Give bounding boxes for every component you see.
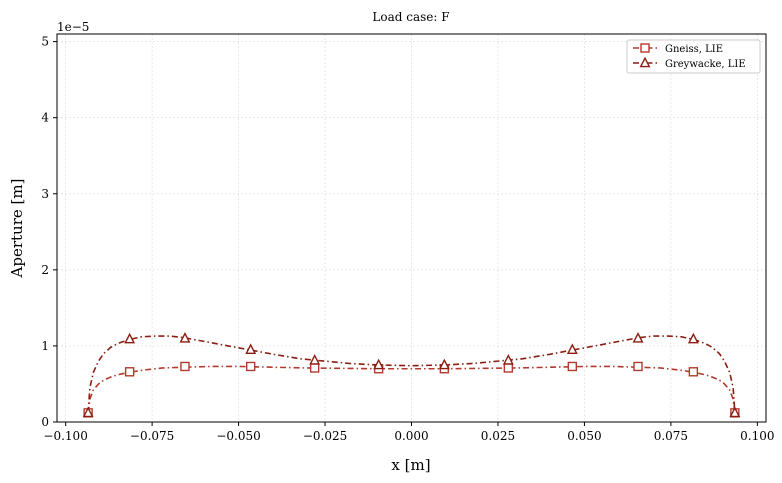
data-point [309, 363, 320, 373]
y-axis-label: Aperture [m] [8, 179, 26, 279]
data-point [729, 406, 741, 418]
data-point [687, 332, 699, 344]
x-tick-label: 0.025 [481, 429, 515, 443]
data-point [688, 367, 699, 377]
data-point [502, 354, 514, 365]
legend-label-greywacke: Greywacke, LIE [665, 59, 746, 70]
data-point [245, 361, 256, 372]
data-point [632, 331, 644, 343]
legend-items [633, 43, 657, 68]
legend-box [626, 39, 761, 74]
x-tick-label: −0.075 [130, 429, 174, 443]
x-axis: −0.100 −0.075 −0.050 −0.025 0.000 0.025 0.050 0… [43, 422, 775, 443]
data-point [503, 363, 514, 373]
chart-title: Load case: F [372, 10, 449, 24]
data-point [633, 361, 643, 372]
data-point [567, 361, 578, 372]
y-tick-label: 5 [41, 35, 49, 49]
x-axis-label: x [m] [391, 456, 430, 474]
x-tick-label: −0.025 [303, 429, 347, 443]
legend-marker-0 [640, 43, 650, 53]
legend: Gneiss, LIE Greywacke, LIE [626, 39, 761, 74]
data-point [566, 343, 578, 355]
data-point [180, 361, 190, 372]
data-point [124, 367, 135, 377]
y-offset-label: 1e−5 [57, 20, 89, 34]
y-tick-label: 4 [41, 111, 49, 125]
series-line-1 [87, 335, 736, 413]
data-point [373, 358, 385, 370]
x-tick-label: 0.050 [567, 429, 601, 443]
x-tick-label: −0.100 [43, 429, 87, 443]
data-point [124, 332, 136, 344]
legend-label-gneiss: Gneiss, LIE [665, 44, 723, 55]
data-point [309, 354, 321, 365]
y-tick-label: 3 [41, 187, 49, 201]
series-1 [82, 331, 741, 418]
data-point [438, 358, 450, 370]
series-layer [82, 331, 741, 418]
data-point [245, 343, 257, 355]
y-tick-label: 1 [41, 339, 49, 353]
x-tick-label: 0.000 [394, 429, 428, 443]
x-tick-label: 0.075 [654, 429, 688, 443]
x-tick-label: 0.100 [740, 429, 774, 443]
data-point [82, 406, 94, 418]
data-point [179, 331, 191, 343]
y-tick-label: 0 [41, 415, 49, 429]
series-line-0 [87, 365, 736, 413]
legend-marker-1 [639, 56, 651, 68]
y-tick-label: 2 [41, 263, 49, 277]
x-tick-label: −0.050 [216, 429, 260, 443]
y-axis: 0 1 2 3 4 5 [41, 35, 57, 429]
grid [57, 34, 766, 423]
